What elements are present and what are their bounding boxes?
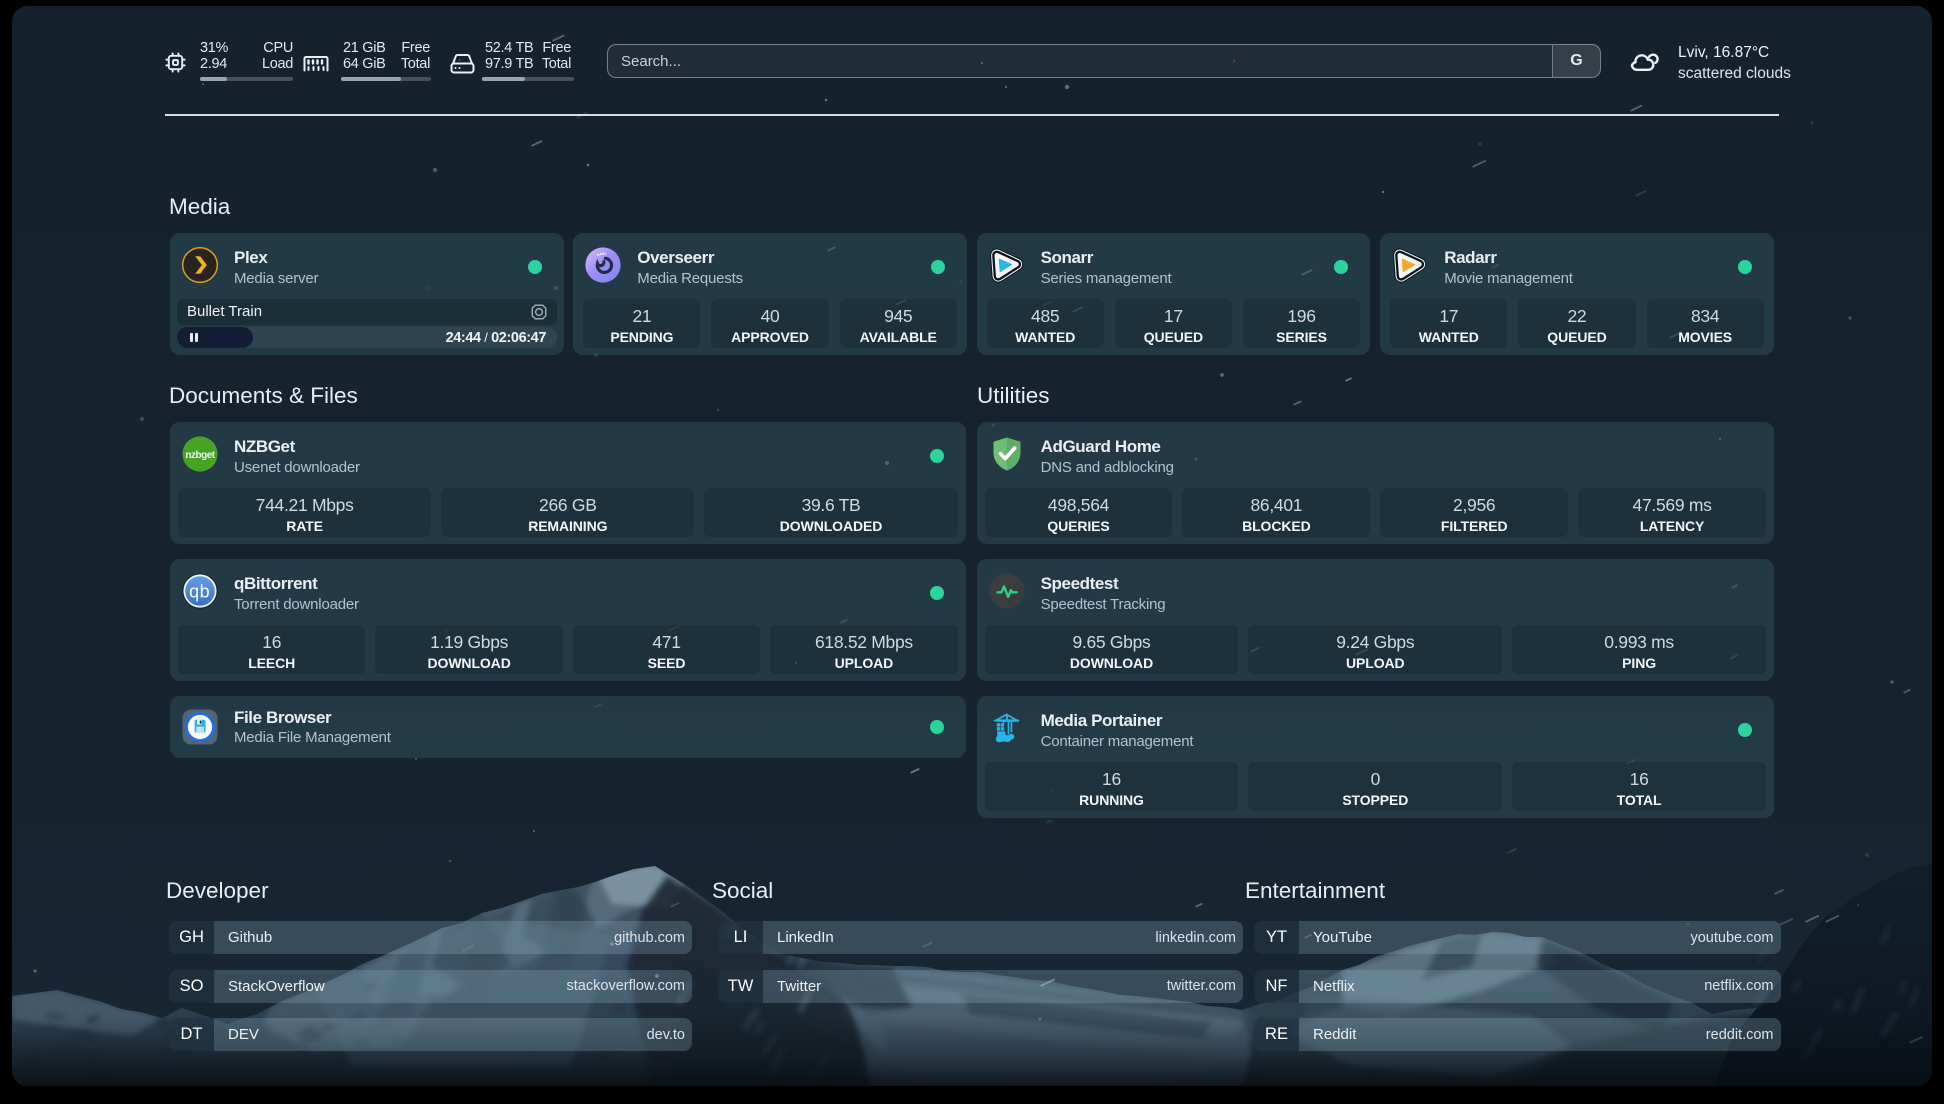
svg-text:qb: qb [189, 581, 210, 601]
svg-text:nzbget: nzbget [185, 450, 215, 461]
